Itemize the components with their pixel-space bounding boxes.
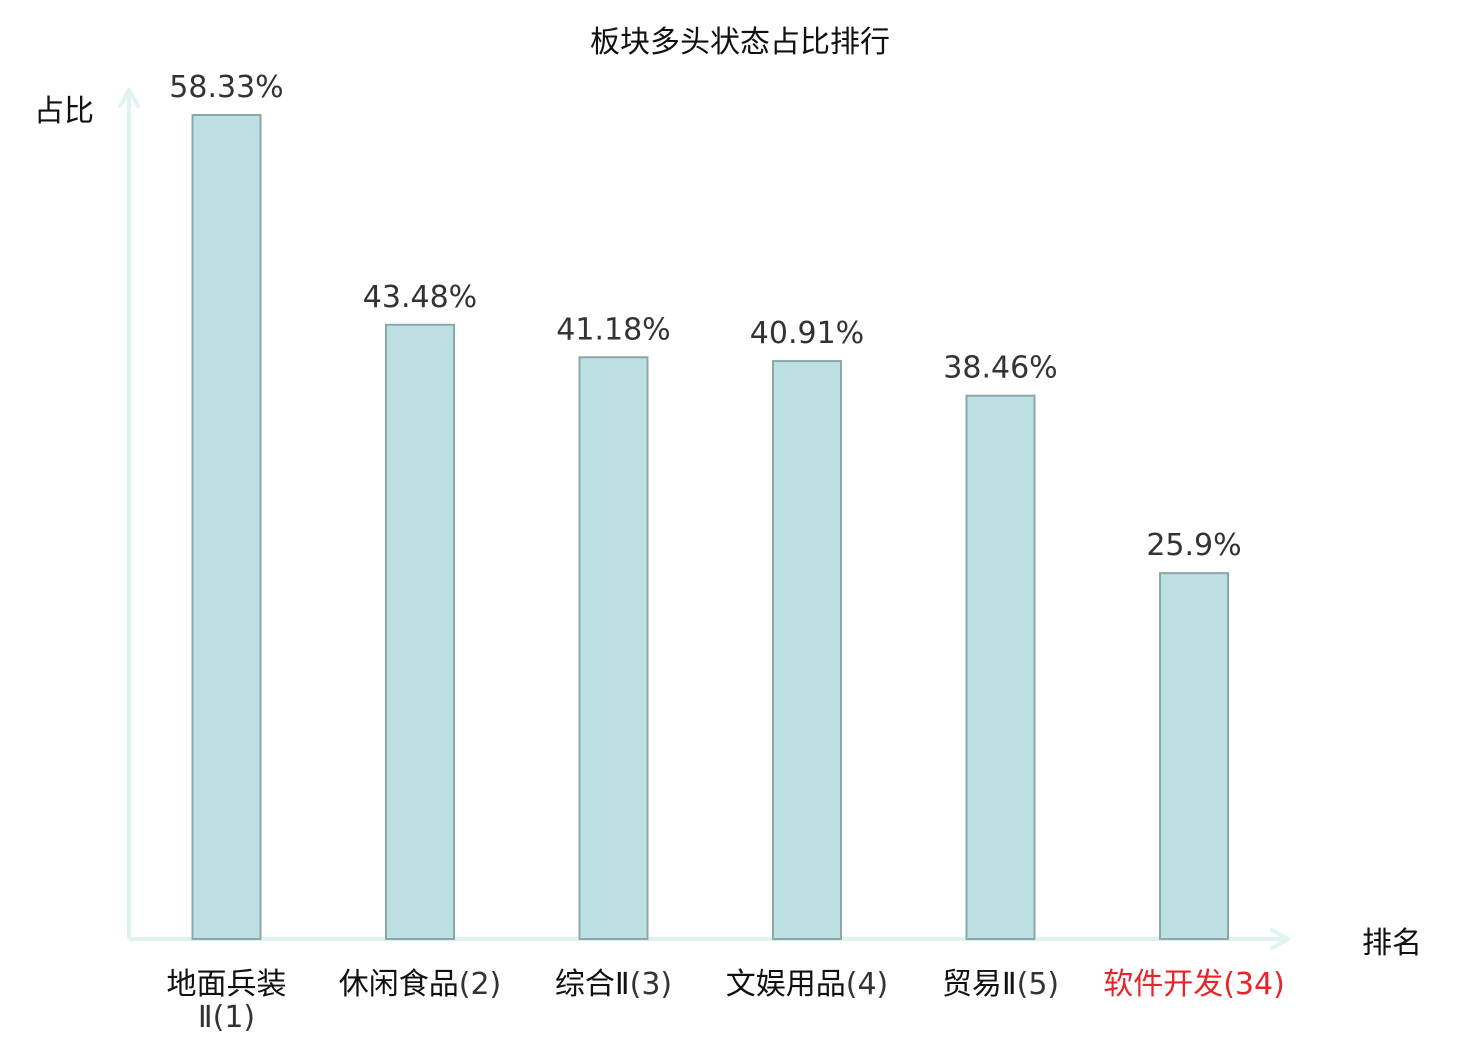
bar-3	[578, 356, 649, 940]
value-label-4: 40.91%	[750, 316, 864, 351]
category-rank-3: (3)	[630, 967, 673, 1002]
category-name-4: 文娱用品	[726, 967, 846, 1002]
value-label-3: 41.18%	[556, 312, 670, 347]
x-axis-label: 排名	[1362, 926, 1422, 961]
category-label-2: 休闲食品(2)	[339, 967, 502, 1002]
value-label-2: 43.48%	[363, 280, 477, 315]
bar-2	[385, 323, 455, 940]
y-axis-arrow	[118, 88, 140, 108]
value-label-1: 58.33%	[169, 70, 283, 105]
category-name-3: 综合Ⅱ	[555, 967, 630, 1002]
axes	[118, 88, 1290, 950]
bar-4	[772, 360, 842, 941]
bar-6	[1159, 572, 1229, 940]
category-label-3: 综合Ⅱ(3)	[555, 967, 672, 1002]
category-rank-6: (34)	[1223, 967, 1285, 1002]
bar-5	[965, 394, 1036, 940]
chart-title: 板块多头状态占比排行	[590, 25, 890, 60]
category-name-6: 软件开发	[1103, 967, 1223, 1002]
category-label-5: 贸易Ⅱ(5)	[942, 967, 1059, 1002]
category-name-5: 贸易Ⅱ	[942, 967, 1017, 1002]
value-label-6: 25.9%	[1146, 528, 1241, 563]
category-rank-1: Ⅱ(1)	[198, 1000, 255, 1035]
value-labels: 58.33% 43.48% 41.18% 40.91% 38.46% 25.9%	[169, 70, 1241, 563]
bar-1	[191, 114, 262, 940]
bars	[191, 114, 1229, 941]
x-axis-arrow	[1270, 928, 1290, 950]
category-rank-4: (4)	[846, 967, 889, 1002]
y-axis-label: 占比	[34, 94, 94, 129]
category-rank-2: (2)	[459, 967, 502, 1002]
category-rank-5: (5)	[1017, 967, 1060, 1002]
category-name-2: 休闲食品	[339, 967, 459, 1002]
category-label-6: 软件开发(34)	[1103, 967, 1285, 1002]
value-label-5: 38.46%	[943, 351, 1057, 386]
category-label-1: 地面兵装	[167, 967, 287, 1002]
category-name-line-1: 地面兵装	[167, 967, 287, 1002]
category-label-4: 文娱用品(4)	[726, 967, 889, 1002]
